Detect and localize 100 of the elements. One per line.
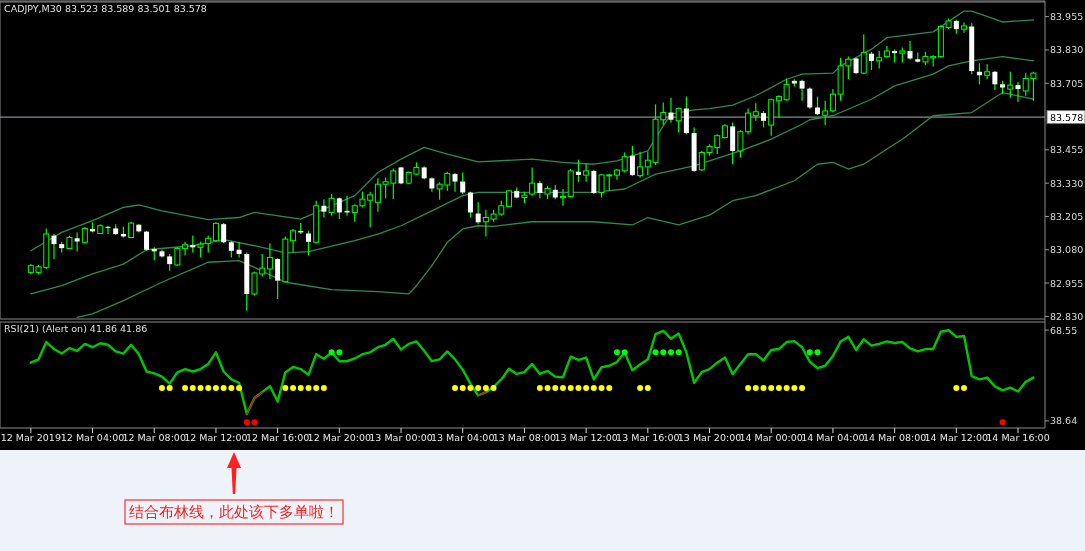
y-tick-label: 83.830	[1050, 44, 1084, 56]
point	[806, 349, 813, 356]
candlestick	[452, 172, 458, 193]
x-tick-label: 12 Mar 20:00	[307, 432, 372, 443]
point	[536, 384, 543, 391]
point	[660, 349, 667, 356]
point	[243, 419, 250, 426]
y-tick-label: 68.55	[1050, 324, 1078, 336]
point	[459, 384, 466, 391]
point	[567, 384, 574, 391]
candlestick	[1007, 71, 1014, 99]
point	[606, 384, 613, 391]
point	[313, 384, 320, 391]
point	[667, 349, 674, 356]
candlestick	[467, 191, 473, 219]
point	[305, 384, 312, 391]
candlestick	[460, 171, 466, 195]
point	[212, 384, 219, 391]
chart-title: RSI(21) (Alert on) 41.86 41.86	[4, 323, 148, 334]
candlestick	[583, 162, 590, 183]
x-tick-label: 14 Mar 04:00	[801, 432, 865, 443]
x-tick-label: 14 Mar 00:00	[739, 432, 803, 443]
chart-title: CADJPY,M30 83.523 83.589 83.501 83.578	[4, 3, 207, 14]
candlestick	[860, 33, 867, 75]
y-tick-label: 83.455	[1050, 144, 1084, 156]
point	[953, 384, 960, 391]
candlestick	[907, 40, 913, 61]
point	[637, 384, 644, 391]
point	[745, 384, 752, 391]
y-tick-label: 82.955	[1050, 277, 1084, 289]
x-tick-label: 13 Mar 04:00	[431, 432, 495, 443]
candlestick	[51, 233, 57, 260]
x-tick-label: 12 Mar 04:00	[60, 432, 125, 443]
point	[775, 384, 782, 391]
candlestick	[321, 198, 327, 219]
x-tick-label: 13 Mar 16:00	[616, 432, 680, 443]
point	[490, 384, 497, 391]
candlestick	[1015, 81, 1021, 103]
point	[228, 384, 235, 391]
y-tick-label: 83.955	[1050, 11, 1084, 23]
candlestick	[629, 145, 635, 177]
x-tick-label: 13 Mar 00:00	[369, 432, 433, 443]
point	[452, 384, 459, 391]
candlestick	[675, 106, 682, 134]
point	[598, 384, 605, 391]
point	[814, 349, 821, 356]
point	[236, 384, 243, 391]
candlestick	[475, 201, 481, 225]
point	[613, 349, 620, 356]
point	[467, 384, 474, 391]
point	[799, 384, 806, 391]
candlestick	[328, 193, 335, 217]
y-tick-label: 83.205	[1050, 210, 1084, 222]
candlestick	[74, 231, 80, 253]
x-tick-label: 13 Mar 12:00	[554, 432, 618, 443]
line-series	[76, 91, 1035, 319]
point	[297, 384, 304, 391]
candlestick	[822, 100, 829, 126]
point	[768, 384, 775, 391]
candlestick	[236, 241, 242, 259]
point	[482, 384, 489, 391]
y-tick-label: 38.64	[1050, 415, 1078, 427]
point	[475, 384, 482, 391]
line-series	[30, 55, 1035, 295]
point	[189, 384, 196, 391]
point	[783, 384, 790, 391]
point	[166, 384, 173, 391]
candlestick	[668, 97, 674, 124]
point	[652, 349, 659, 356]
point	[158, 384, 165, 391]
point	[290, 384, 297, 391]
candlestick	[799, 79, 805, 102]
x-tick-label: 12 Mar 08:00	[122, 432, 186, 443]
y-tick-label: 83.705	[1050, 77, 1084, 89]
point	[583, 384, 590, 391]
point	[675, 349, 682, 356]
x-tick-label: 14 Mar 12:00	[924, 432, 989, 443]
candlestick	[305, 230, 311, 257]
candlestick	[275, 257, 281, 300]
candlestick	[559, 188, 566, 207]
point	[590, 384, 597, 391]
y-tick-label: 83.330	[1050, 177, 1084, 189]
ref-line-label: 83.578	[1050, 111, 1084, 123]
text: 结合布林线，此处该下多单啦！	[129, 503, 339, 521]
candlestick	[221, 222, 227, 244]
point	[552, 384, 559, 391]
point	[197, 384, 204, 391]
point	[559, 384, 566, 391]
point	[336, 349, 343, 356]
y-tick-label: 83.080	[1050, 244, 1084, 256]
candlestick	[591, 169, 597, 195]
candlestick	[575, 159, 581, 183]
point	[205, 384, 212, 391]
point	[182, 384, 189, 391]
point	[999, 419, 1006, 426]
point	[961, 384, 968, 391]
x-tick-label: 14 Mar 16:00	[986, 432, 1050, 443]
point	[791, 384, 798, 391]
candlestick	[814, 95, 820, 116]
candlestick	[105, 225, 111, 235]
